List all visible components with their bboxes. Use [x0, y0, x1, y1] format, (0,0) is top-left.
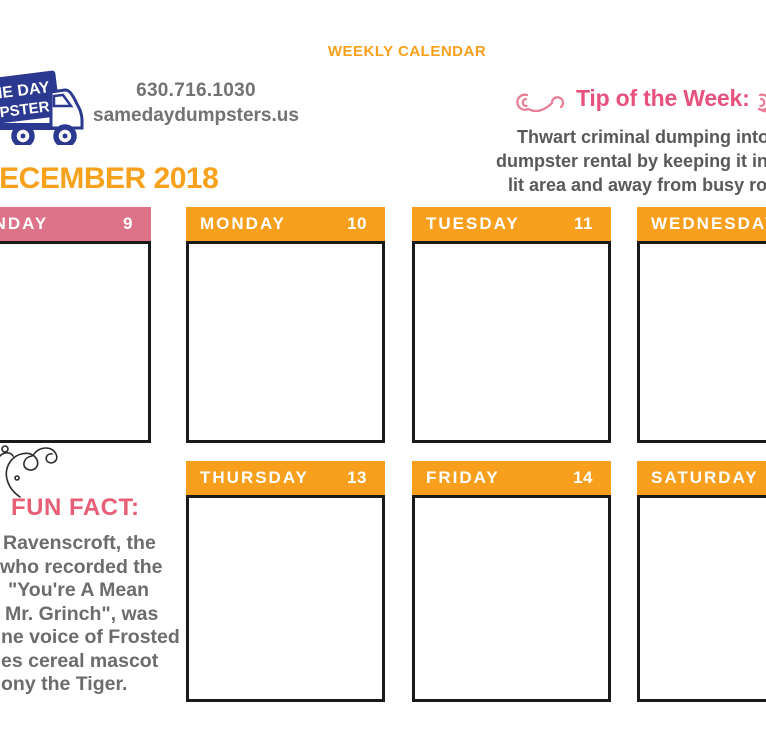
day-column-saturday: SATURDAY	[637, 461, 766, 702]
phone-number: 630.716.1030	[136, 80, 256, 101]
day-column-sunday: SUNDAY 9	[0, 207, 151, 443]
fun-fact-line: ony the Tiger.	[1, 673, 128, 695]
fun-fact-line: es cereal mascot	[1, 650, 159, 672]
fun-fact-heading: FUN FACT:	[11, 494, 140, 521]
ink-flourish-icon	[0, 445, 58, 498]
fun-fact-line: who recorded the	[0, 556, 163, 578]
day-cell	[412, 241, 611, 443]
day-number: 14	[573, 468, 593, 487]
day-cell	[412, 495, 611, 702]
day-number: 11	[574, 214, 593, 233]
tip-text-line: dumpster rental by keeping it in a	[496, 151, 766, 171]
day-label: SUNDAY	[0, 214, 49, 233]
month-title: DECEMBER 2018	[0, 162, 219, 195]
day-header: SATURDAY	[637, 461, 766, 495]
day-column-tuesday: TUESDAY 11	[412, 207, 611, 443]
swirl-flourish-right-icon	[757, 93, 766, 113]
fun-fact-line: Ravenscroft, the	[3, 532, 156, 554]
day-header: TUESDAY 11	[412, 207, 611, 241]
day-header: THURSDAY 13	[186, 461, 385, 495]
day-header: FRIDAY 14	[412, 461, 611, 495]
swirl-flourish-left-icon	[516, 93, 565, 113]
day-cell	[186, 241, 385, 443]
day-cell	[0, 241, 151, 443]
day-cell	[637, 495, 766, 702]
day-header: SUNDAY 9	[0, 207, 151, 241]
day-number: 13	[347, 468, 367, 487]
day-cell	[637, 241, 766, 443]
website-link[interactable]: samedaydumpsters.us	[93, 105, 299, 126]
day-label: FRIDAY	[426, 468, 500, 487]
day-label: SATURDAY	[651, 468, 759, 487]
same-day-dumpsters-logo: SAME DAY DUMPSTERS	[0, 70, 84, 145]
day-number: 9	[123, 214, 133, 233]
fun-fact-line: "You're A Mean	[8, 579, 150, 601]
day-header: MONDAY 10	[186, 207, 385, 241]
day-label: MONDAY	[200, 214, 286, 233]
tip-of-week-heading: Tip of the Week:	[576, 85, 750, 111]
day-cell	[186, 495, 385, 702]
day-label: WEDNESDAY	[651, 214, 766, 233]
day-label: THURSDAY	[200, 468, 309, 487]
day-header: WEDNESDAY	[637, 207, 766, 241]
tip-text-line: Thwart criminal dumping into y	[517, 127, 766, 147]
day-column-monday: MONDAY 10	[186, 207, 385, 443]
day-number: 10	[347, 214, 367, 233]
tip-text-line: lit area and away from busy ro	[508, 175, 766, 195]
day-label: TUESDAY	[426, 214, 520, 233]
fun-fact-line: ne voice of Frosted	[1, 626, 180, 648]
page-title: WEEKLY CALENDAR	[327, 43, 487, 60]
day-column-friday: FRIDAY 14	[412, 461, 611, 702]
day-column-wednesday: WEDNESDAY	[637, 207, 766, 443]
day-column-thursday: THURSDAY 13	[186, 461, 385, 702]
fun-fact-line: Mr. Grinch", was	[5, 603, 159, 625]
